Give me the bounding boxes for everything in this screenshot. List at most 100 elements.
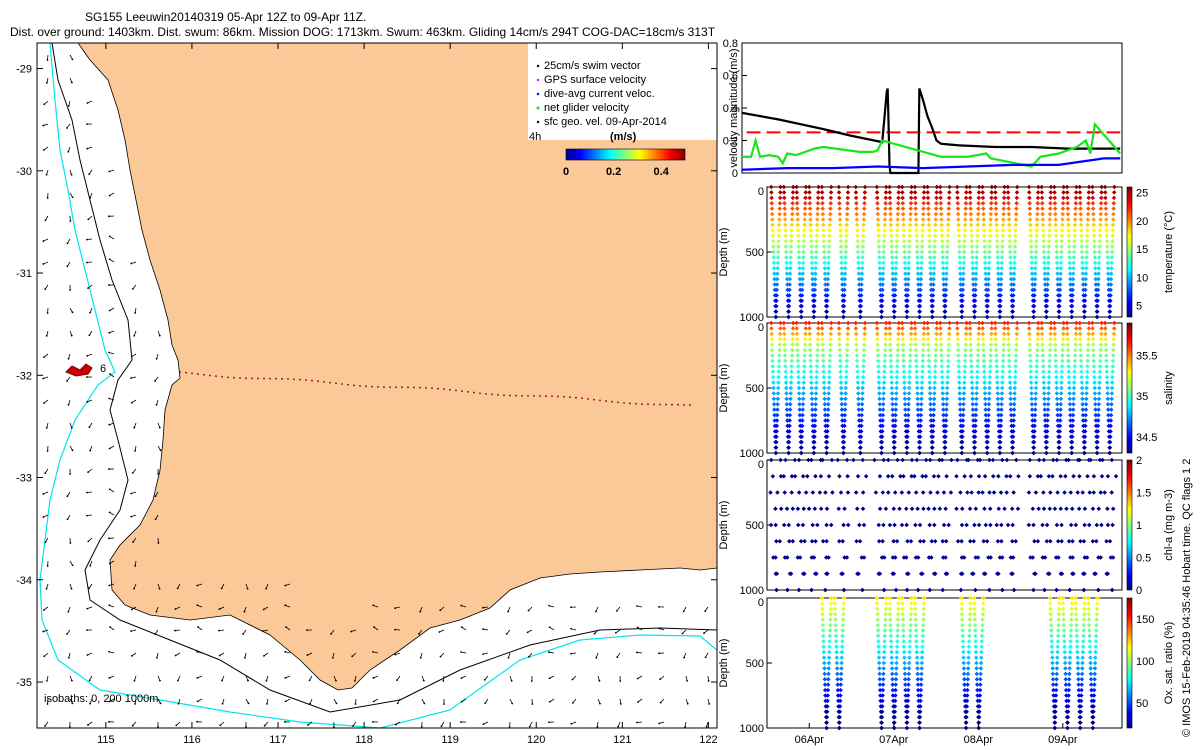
- profile-sample: [796, 374, 801, 380]
- velocity-vector-head: [262, 608, 265, 611]
- profile-sample: [892, 423, 898, 429]
- profile-sample: [1027, 336, 1032, 342]
- profile-sample: [784, 401, 790, 407]
- profile-sample: [1070, 298, 1075, 304]
- profile-sample: [821, 655, 827, 660]
- profile-sample: [1055, 644, 1060, 650]
- profile-sample: [813, 391, 819, 396]
- profile-sample: [1053, 347, 1058, 353]
- profile-sample: [906, 260, 912, 266]
- profile-sample: [1075, 671, 1081, 677]
- velocity-vector-head: [548, 700, 551, 703]
- profile-sample: [980, 320, 985, 326]
- profile-sample: [999, 265, 1004, 271]
- profile-sample: [903, 407, 908, 412]
- profile-sample: [1099, 320, 1104, 326]
- profile-sample: [907, 639, 913, 644]
- profile-sample: [915, 276, 921, 282]
- track-point: [635, 402, 637, 405]
- profile-sample: [1104, 358, 1109, 364]
- profile-sample: [1000, 374, 1005, 380]
- profile-sample: [1044, 439, 1050, 445]
- profile-sample: [917, 434, 923, 440]
- profile-sample: [799, 439, 804, 445]
- velocity-vector-head: [658, 605, 660, 608]
- velocity-vector-head: [43, 356, 45, 359]
- profile-sample: [875, 342, 880, 347]
- profile-sample: [899, 490, 905, 495]
- profile-sample: [859, 271, 865, 276]
- profile-sample: [796, 380, 801, 385]
- profile-sample: [1105, 473, 1111, 479]
- velocity-vector-head: [87, 540, 90, 543]
- velocity-vector-head: [86, 102, 89, 104]
- profile-sample: [1055, 418, 1061, 423]
- profile-sample: [774, 287, 780, 293]
- profile-sample: [1071, 255, 1077, 260]
- profile-sample: [1082, 309, 1087, 314]
- profile-sample: [800, 522, 806, 528]
- profile-sample: [1046, 391, 1051, 396]
- profile-sample: [891, 725, 897, 731]
- profile-sample: [838, 671, 844, 677]
- profile-sample: [1040, 200, 1045, 206]
- profile-sample: [1054, 522, 1060, 528]
- profile-sample: [1059, 238, 1065, 244]
- profile-sample: [928, 490, 933, 495]
- profile-sample: [1030, 282, 1035, 287]
- profile-sample: [787, 276, 793, 282]
- track-point: [671, 403, 673, 406]
- profile-sample: [995, 396, 1001, 402]
- profile-sample: [882, 358, 888, 364]
- profile-sample: [786, 303, 792, 309]
- profile-sample: [1051, 687, 1056, 693]
- profile-sample: [983, 407, 988, 412]
- velocity-vector-head: [108, 351, 111, 354]
- profile-sample: [970, 265, 976, 271]
- profile-sample: [921, 331, 927, 337]
- profile-sample: [1069, 506, 1075, 512]
- profile-sample: [960, 628, 965, 633]
- profile-sample: [933, 353, 938, 358]
- profile-sample: [880, 282, 885, 287]
- profile-sample: [957, 260, 963, 266]
- profile-sample: [882, 628, 888, 633]
- profile-sample: [1041, 391, 1047, 396]
- profile-sample: [1079, 676, 1085, 682]
- profile-sample: [888, 617, 893, 622]
- profile-sample: [901, 364, 907, 369]
- profile-sample: [1047, 358, 1052, 364]
- track-point: [299, 378, 301, 381]
- track-point: [215, 375, 217, 378]
- profile-sample: [808, 374, 814, 380]
- profile-sample: [896, 331, 901, 337]
- track-point: [485, 392, 487, 395]
- profile-sample: [1031, 434, 1037, 440]
- velocity-vector-head: [44, 472, 47, 475]
- profile-sample: [882, 644, 887, 650]
- profile-sample: [882, 555, 887, 560]
- profile-sample: [782, 490, 787, 495]
- profile-sample: [1010, 538, 1015, 544]
- profile-sample: [1060, 211, 1065, 217]
- profile-sample: [805, 473, 810, 479]
- profile-sample: [1109, 401, 1114, 407]
- profile-sample: [860, 396, 865, 402]
- profile-sample: [1082, 303, 1088, 309]
- profile-sample: [969, 385, 975, 391]
- profile-sample: [1104, 233, 1110, 239]
- profile-sample: [913, 628, 919, 633]
- profile-sample: [892, 490, 898, 495]
- profile-sample: [781, 326, 787, 331]
- velocity-vector-head: [108, 284, 110, 286]
- profile-sample: [1033, 260, 1038, 266]
- profile-sample: [778, 326, 783, 331]
- profile-sample: [907, 358, 913, 364]
- profile-sample: [1088, 655, 1093, 660]
- profile-sample: [1080, 660, 1085, 666]
- profile-sample: [1084, 391, 1089, 396]
- profile-sample: [906, 396, 912, 402]
- profile-sample: [986, 407, 991, 412]
- map-y-tick-label: -32: [16, 370, 32, 382]
- track-point: [197, 373, 199, 375]
